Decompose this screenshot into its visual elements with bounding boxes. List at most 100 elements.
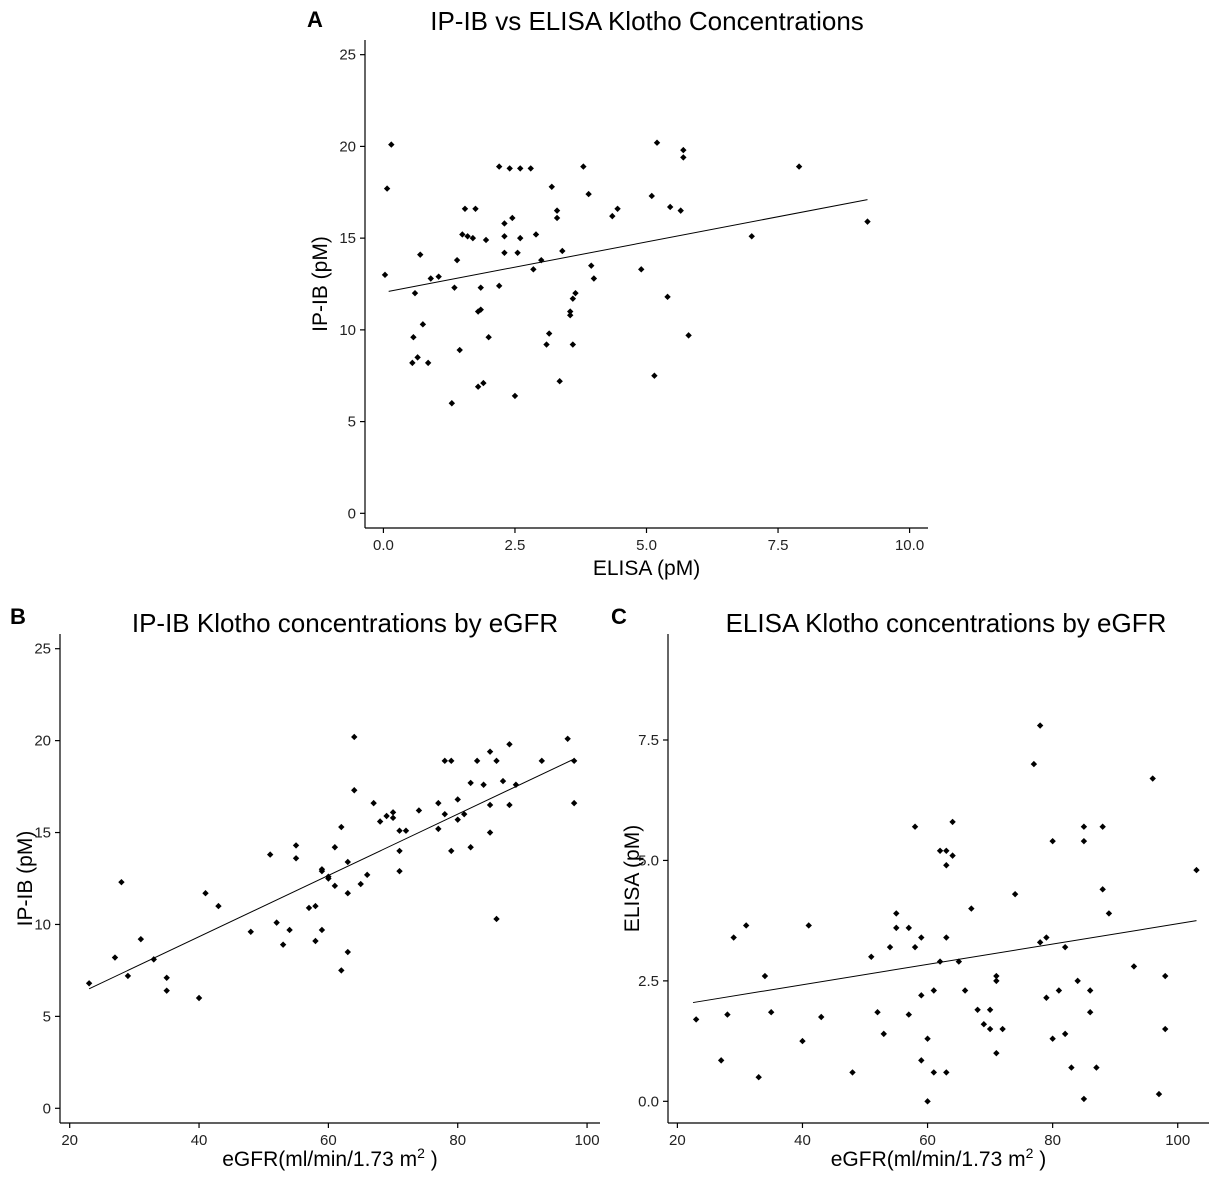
data-point: [410, 334, 417, 341]
data-point: [279, 941, 287, 948]
data-point: [1193, 866, 1200, 874]
data-point: [986, 1025, 994, 1033]
data-point: [318, 867, 326, 875]
data-point: [453, 256, 461, 264]
panel-a: A IP-IB vs ELISA Klotho Concentrations 0.0…: [307, 6, 928, 580]
y-axis-title: IP-IB (pM): [14, 831, 37, 927]
data-point: [419, 321, 427, 328]
data-point: [755, 1074, 762, 1081]
data-point: [461, 205, 469, 212]
data-point: [936, 847, 944, 854]
data-point: [495, 282, 503, 290]
data-point: [467, 844, 474, 851]
data-point: [1074, 977, 1081, 985]
y-tick-label: 10: [34, 916, 51, 933]
data-point: [85, 980, 93, 987]
data-point: [305, 904, 313, 912]
data-point: [911, 943, 919, 951]
data-point: [424, 359, 432, 367]
data-point: [585, 190, 592, 198]
data-point: [924, 1098, 931, 1105]
data-point: [968, 905, 975, 912]
data-point: [506, 741, 513, 748]
data-point: [376, 818, 384, 825]
data-point: [435, 825, 442, 833]
x-axis-title: eGFR(ml/min/1.73 m2 ): [222, 1145, 438, 1171]
data-point: [930, 987, 938, 994]
data-point: [448, 757, 455, 765]
data-point: [501, 233, 508, 240]
data-point: [163, 974, 170, 981]
data-point: [456, 346, 463, 354]
data-point: [818, 1013, 825, 1021]
data-point: [467, 779, 474, 787]
data-point: [344, 858, 351, 866]
data-point: [653, 139, 661, 146]
chart-title: IP-IB Klotho concentrations by eGFR: [132, 608, 558, 638]
data-point: [999, 1025, 1006, 1033]
data-point: [559, 247, 566, 255]
data-point: [435, 273, 442, 280]
data-point: [1043, 994, 1050, 1001]
data-point: [338, 823, 345, 831]
data-point: [724, 1011, 731, 1018]
data-point: [943, 1069, 950, 1076]
x-tick-label: 20: [669, 1132, 686, 1149]
x-tick-label: 60: [919, 1132, 936, 1149]
x-tick-label: 80: [1044, 1132, 1061, 1149]
data-point: [1099, 823, 1106, 830]
data-point: [918, 1057, 925, 1064]
y-tick-label: 2.5: [638, 973, 659, 990]
x-tick-label: 5.0: [636, 537, 657, 554]
data-point: [338, 967, 345, 974]
data-point: [961, 987, 969, 994]
data-point: [454, 816, 461, 823]
data-point: [648, 192, 655, 200]
panel-letter: B: [10, 604, 26, 629]
data-point: [1061, 1030, 1069, 1038]
y-tick-label: 15: [339, 230, 356, 247]
data-point: [930, 1069, 938, 1076]
data-point: [514, 249, 521, 257]
x-axis-title-superscript: 2: [417, 1145, 425, 1161]
data-point: [396, 847, 403, 855]
data-point: [799, 1037, 806, 1045]
data-point: [448, 847, 455, 855]
data-point: [312, 902, 319, 910]
data-point: [651, 372, 658, 379]
data-point: [411, 289, 419, 297]
data-point: [480, 781, 487, 788]
data-point: [993, 972, 1000, 980]
data-point: [517, 165, 524, 172]
data-point: [427, 275, 434, 282]
data-point: [448, 400, 456, 407]
data-point: [501, 220, 508, 227]
panel-c: C ELISA Klotho concentrations by eGFR 20 40…: [611, 590, 1223, 1179]
data-point: [351, 787, 358, 794]
data-point: [383, 812, 390, 820]
data-point: [485, 334, 492, 341]
data-point: [805, 922, 812, 929]
data-point: [509, 214, 516, 222]
data-point: [1030, 760, 1038, 768]
data-point: [905, 924, 912, 932]
data-point: [1080, 1095, 1088, 1103]
data-point: [357, 880, 364, 888]
data-point: [993, 1049, 1000, 1057]
data-point: [331, 882, 339, 890]
data-point: [692, 1016, 700, 1023]
data-point: [415, 807, 423, 814]
x-axis-title: ELISA (pM): [593, 557, 700, 580]
data-point: [402, 827, 410, 834]
data-point: [590, 275, 598, 282]
data-point: [325, 873, 332, 880]
data-point: [486, 829, 494, 836]
y-tick-label: 5.0: [638, 852, 659, 869]
x-tick-label: 100: [575, 1132, 600, 1149]
data-point: [464, 233, 471, 240]
data-point: [1068, 1064, 1075, 1071]
data-point: [1055, 987, 1063, 994]
data-point: [1162, 1025, 1169, 1033]
data-point: [512, 781, 520, 788]
data-point: [396, 827, 403, 834]
